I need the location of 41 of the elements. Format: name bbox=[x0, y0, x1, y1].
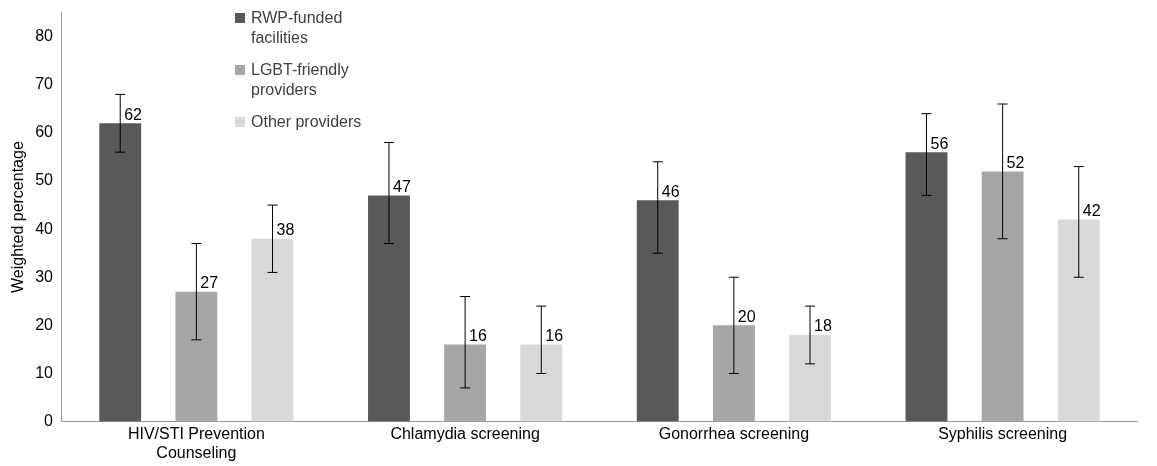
x-tick-label: Chlamydia screening bbox=[390, 424, 540, 442]
bar bbox=[251, 238, 294, 422]
bar bbox=[905, 152, 948, 422]
bar bbox=[789, 334, 831, 422]
legend-label: LGBT-friendly providers bbox=[251, 60, 350, 100]
data-label: 42 bbox=[1082, 201, 1101, 219]
bar bbox=[520, 344, 563, 422]
data-label: 16 bbox=[469, 327, 488, 345]
bar bbox=[1057, 219, 1100, 422]
data-label: 38 bbox=[276, 221, 295, 239]
bar bbox=[981, 171, 1024, 422]
data-label: 16 bbox=[545, 327, 564, 345]
y-tick-label: 60 bbox=[35, 123, 54, 141]
data-label: 47 bbox=[392, 177, 411, 195]
y-tick-label: 80 bbox=[35, 27, 54, 45]
legend-label: RWP-funded facilities bbox=[251, 8, 344, 48]
data-label: 18 bbox=[814, 317, 832, 335]
y-tick-label: 70 bbox=[35, 75, 54, 93]
data-label: 20 bbox=[737, 307, 756, 325]
y-axis-title: Weighted percentage bbox=[9, 141, 27, 294]
legend-label: Other providers bbox=[251, 112, 362, 132]
y-tick-label: 20 bbox=[35, 315, 54, 333]
bar bbox=[636, 200, 679, 422]
y-tick-label: 50 bbox=[35, 171, 54, 189]
y-tick-label: 0 bbox=[44, 412, 54, 430]
x-tick-label: Gonorrhea screening bbox=[658, 424, 810, 442]
data-label: 52 bbox=[1006, 153, 1025, 171]
data-label: 62 bbox=[124, 105, 143, 123]
y-tick-label: 10 bbox=[35, 363, 54, 381]
y-tick-label: 30 bbox=[35, 267, 54, 285]
bar bbox=[368, 195, 410, 422]
data-label: 27 bbox=[200, 274, 219, 292]
x-tick-label: Syphilis screening bbox=[938, 424, 1068, 442]
bar bbox=[444, 344, 487, 422]
bar bbox=[99, 123, 142, 422]
x-tick-label: HIV/STI Prevention Counseling bbox=[127, 424, 265, 461]
y-tick-label: 40 bbox=[35, 219, 54, 237]
bar bbox=[175, 291, 218, 422]
data-label: 46 bbox=[661, 182, 680, 200]
bar bbox=[712, 325, 755, 422]
data-label: 56 bbox=[930, 134, 949, 152]
